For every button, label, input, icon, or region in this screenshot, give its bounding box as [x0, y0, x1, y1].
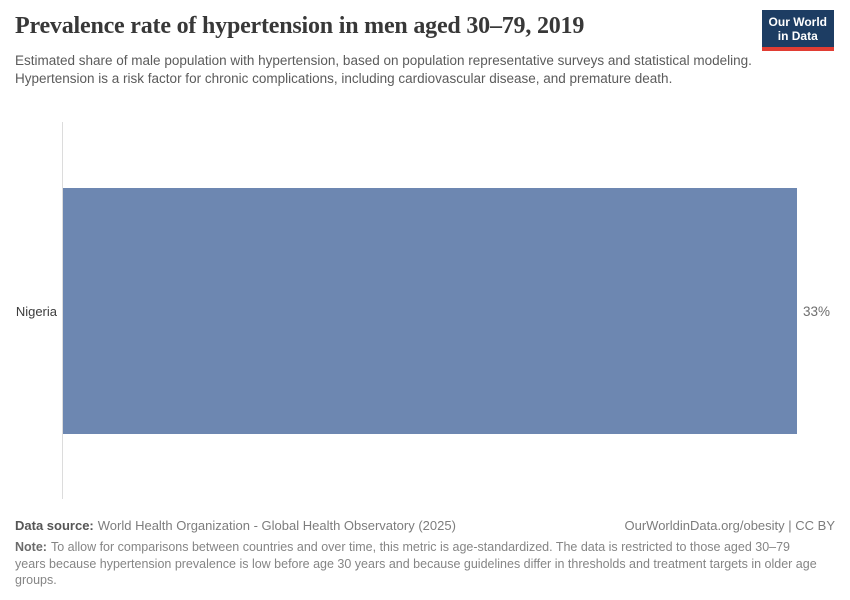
footer-attribution: OurWorldinData.org/obesity | CC BY — [624, 518, 836, 533]
footer-note: Note: To allow for comparisons between co… — [15, 539, 823, 589]
bar-nigeria — [63, 188, 797, 434]
chart-subtitle: Estimated share of male population with … — [15, 53, 752, 86]
y-axis-line — [62, 122, 63, 499]
owid-logo-line2: in Data — [777, 29, 818, 43]
note-label: Note: — [15, 540, 47, 554]
note-text: To allow for comparisons between countri… — [15, 540, 817, 587]
owid-logo-line1: Our World — [768, 15, 827, 29]
value-label-nigeria: 33% — [803, 304, 831, 319]
footer-source: Data source: World Health Organization - … — [15, 517, 456, 534]
entity-label-nigeria: Nigeria — [15, 304, 57, 319]
data-source-label: Data source: — [15, 518, 94, 533]
data-source-value: World Health Organization - Global Healt… — [97, 518, 456, 533]
chart-title: Prevalence rate of hypertension in men a… — [15, 13, 585, 39]
footer-source-line: Data source: World Health Organization - … — [15, 517, 835, 534]
owid-logo: Our World in Data — [761, 10, 834, 51]
